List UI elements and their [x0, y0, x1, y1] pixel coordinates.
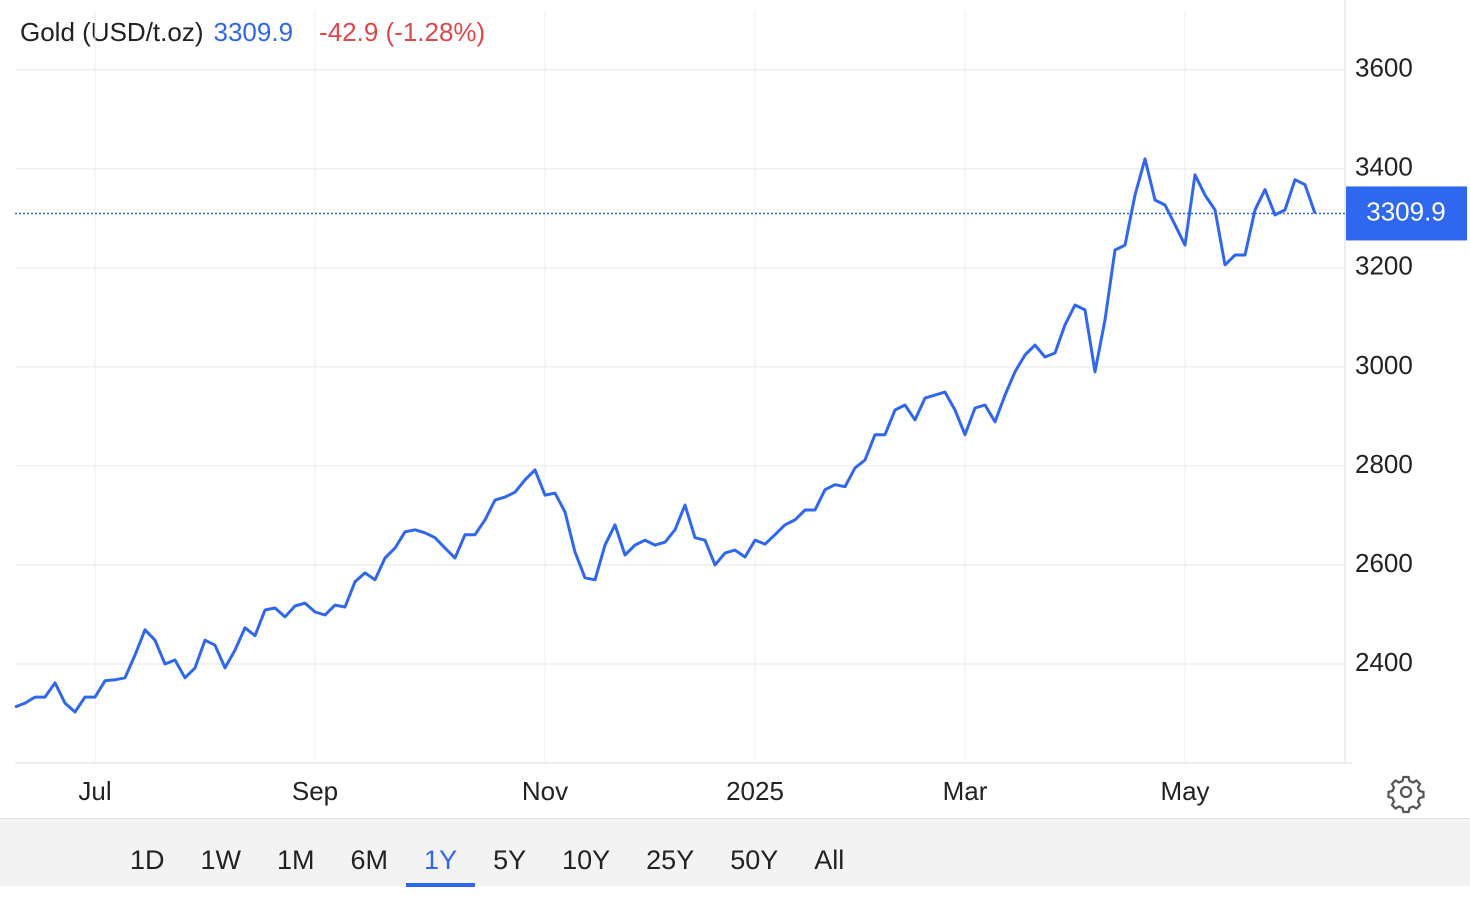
y-tick-label: 2600 — [1355, 548, 1413, 578]
y-tick-label: 3600 — [1355, 53, 1413, 83]
y-tick-label: 2400 — [1355, 647, 1413, 677]
price-badge-label: 3309.9 — [1366, 196, 1446, 226]
x-tick-label: Mar — [943, 776, 988, 806]
chart-title: Gold (USD/t.oz) — [20, 17, 204, 47]
price-badge — [1346, 186, 1467, 241]
chart: Gold (USD/t.oz) 3309.9 -42.9 (-1.28%) 24… — [14, 0, 1467, 814]
range-button[interactable]: 6M — [350, 844, 389, 875]
range-button[interactable]: 1D — [130, 844, 165, 875]
x-tick-label: 2025 — [726, 776, 784, 806]
range-button[interactable]: 1M — [277, 844, 315, 875]
price: 3309.9 — [214, 17, 294, 47]
range-button[interactable]: All — [814, 844, 845, 875]
range-button[interactable]: 1W — [200, 844, 242, 875]
y-tick-label: 2800 — [1355, 449, 1413, 479]
x-tick-label: Nov — [522, 776, 568, 806]
range-button[interactable]: 5Y — [493, 844, 527, 875]
price-line — [14, 157, 1317, 714]
range-button[interactable]: 25Y — [646, 844, 695, 875]
range-button[interactable]: 50Y — [730, 844, 779, 875]
x-tick-label: Jul — [78, 776, 111, 806]
settings-icon[interactable] — [1387, 775, 1425, 814]
range-button[interactable]: 10Y — [562, 844, 611, 875]
y-tick-label: 3200 — [1355, 251, 1413, 281]
x-tick-label: May — [1160, 776, 1209, 806]
y-tick-label: 3400 — [1355, 152, 1413, 182]
x-tick-label: Sep — [292, 776, 338, 806]
y-tick-label: 3000 — [1355, 350, 1413, 380]
range-bar: 1D 1W 1M 6M 1Y 5Y 10Y 25Y 50Y All — [0, 818, 1470, 887]
grid — [15, 10, 1345, 763]
price-change: -42.9 (-1.28%) — [319, 17, 485, 47]
range-button[interactable]: 1Y — [406, 819, 476, 887]
